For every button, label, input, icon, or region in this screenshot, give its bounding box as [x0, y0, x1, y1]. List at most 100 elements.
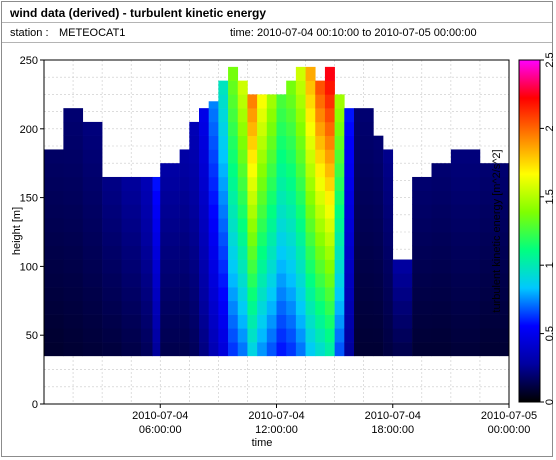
- heatmap-cell: [82, 245, 103, 260]
- heatmap-cell: [160, 287, 180, 302]
- heatmap-cell: [324, 245, 335, 260]
- heatmap-cell: [344, 121, 355, 136]
- heatmap-cell: [499, 342, 509, 357]
- heatmap-cell: [102, 300, 122, 315]
- heatmap-cell: [63, 273, 84, 288]
- heatmap-cell: [257, 328, 268, 343]
- heatmap-cell: [102, 176, 122, 192]
- heatmap-cell: [237, 218, 248, 233]
- colorbar: [518, 59, 541, 403]
- heatmap-cell: [383, 232, 394, 247]
- heatmap-cell: [160, 204, 180, 219]
- heatmap-cell: [228, 66, 239, 81]
- heatmap-cell: [199, 108, 209, 123]
- heatmap-cell: [257, 108, 268, 123]
- heatmap-cell: [160, 232, 180, 247]
- heatmap-cell: [305, 163, 316, 178]
- heatmap-cell: [354, 149, 374, 164]
- heatmap-cell: [63, 204, 84, 219]
- x-tick-label-date: 2010-07-04: [365, 410, 421, 422]
- heatmap-cell: [257, 218, 268, 233]
- heatmap-cell: [383, 287, 394, 302]
- heatmap-cell: [208, 287, 219, 302]
- heatmap-cell: [354, 314, 374, 329]
- heatmap-cell: [373, 287, 384, 302]
- heatmap-cell: [266, 135, 277, 150]
- heatmap-cell: [315, 314, 326, 329]
- heatmap-cell: [412, 218, 432, 233]
- x-tick-label-time: 12:00:00: [255, 424, 298, 436]
- heatmap-cell: [354, 121, 374, 136]
- heatmap-cell: [247, 342, 258, 357]
- heatmap-cell: [266, 314, 277, 329]
- heatmap-cell: [373, 328, 384, 343]
- heatmap-cell: [286, 287, 297, 302]
- heatmap-cell: [450, 328, 481, 343]
- heatmap-cell: [247, 232, 258, 247]
- heatmap-cell: [295, 259, 306, 274]
- colorbar-label: turbulent kinetic energy [m^2/s^2]: [491, 149, 503, 312]
- heatmap-cell: [305, 121, 316, 136]
- heatmap-cell: [324, 300, 335, 315]
- heatmap-cell: [257, 121, 268, 136]
- heatmap-cell: [305, 80, 316, 95]
- heatmap-cell: [218, 273, 229, 288]
- heatmap-cell: [315, 287, 326, 302]
- heatmap-cell: [305, 259, 316, 274]
- heatmap-cell: [373, 273, 384, 288]
- heatmap-cell: [44, 218, 64, 233]
- heatmap-cell: [189, 259, 200, 274]
- heatmap-cell: [237, 232, 248, 247]
- heatmap-cell: [63, 287, 84, 302]
- heatmap-cell: [140, 204, 153, 219]
- heatmap-cell: [140, 314, 153, 329]
- heatmap-cell: [479, 287, 500, 302]
- heatmap-cell: [344, 108, 355, 123]
- y-tick-label: 200: [20, 124, 38, 136]
- heatmap-cell: [295, 232, 306, 247]
- heatmap-cell: [276, 245, 287, 260]
- heatmap-cell: [354, 300, 374, 315]
- heatmap-cell: [63, 190, 84, 205]
- heatmap-cell: [237, 328, 248, 343]
- heatmap-cell: [324, 204, 335, 219]
- heatmap-cell: [63, 342, 84, 357]
- heatmap-cell: [276, 108, 287, 123]
- heatmap-cell: [344, 259, 355, 274]
- heatmap-cell: [373, 204, 384, 219]
- heatmap-cell: [257, 273, 268, 288]
- heatmap-cell: [344, 287, 355, 302]
- heatmap-cell: [140, 328, 153, 343]
- heatmap-cell: [324, 190, 335, 205]
- heatmap-cell: [257, 314, 268, 329]
- heatmap-cell: [237, 80, 248, 95]
- heatmap-cell: [266, 204, 277, 219]
- heatmap-cell: [295, 121, 306, 136]
- heatmap-cell: [247, 94, 258, 109]
- heatmap-cell: [63, 163, 84, 178]
- heatmap-cell: [344, 245, 355, 260]
- heatmap-cell: [286, 80, 297, 95]
- heatmap-cell: [82, 259, 103, 274]
- heatmap-cell: [44, 149, 64, 164]
- heatmap-cell: [266, 300, 277, 315]
- heatmap-cell: [208, 101, 219, 109]
- heatmap-cell: [82, 176, 103, 192]
- heatmap-cells: [44, 66, 509, 357]
- heatmap-cell: [315, 204, 326, 219]
- heatmap-cell: [121, 176, 142, 192]
- colorbar-ticks: 0 0.5 1 1.5 2 2.5: [540, 52, 556, 405]
- heatmap-cell: [383, 149, 394, 164]
- heatmap-cell: [160, 314, 180, 329]
- heatmap-cell: [102, 314, 122, 329]
- heatmap-cell: [160, 190, 180, 205]
- heatmap-cell: [199, 287, 209, 302]
- heatmap-cell: [286, 314, 297, 329]
- heatmap-cell: [499, 204, 509, 219]
- heatmap-cell: [189, 176, 200, 192]
- heatmap-cell: [344, 204, 355, 219]
- heatmap-cell: [276, 94, 287, 109]
- heatmap-cell: [499, 314, 509, 329]
- heatmap-cell: [431, 190, 452, 205]
- heatmap-cell: [305, 218, 316, 233]
